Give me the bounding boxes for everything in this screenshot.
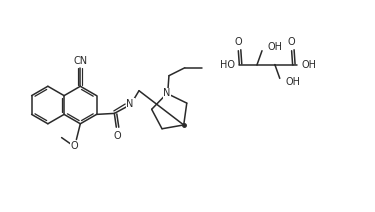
Text: N: N [163, 88, 171, 98]
Text: HO: HO [220, 60, 236, 70]
Text: CN: CN [73, 56, 87, 66]
Text: N: N [126, 99, 134, 109]
Text: OH: OH [302, 60, 316, 70]
Text: O: O [288, 37, 296, 47]
Text: OH: OH [268, 42, 283, 52]
Text: O: O [234, 37, 242, 47]
Text: O: O [114, 131, 122, 141]
Text: O: O [70, 141, 78, 151]
Text: OH: OH [286, 77, 301, 87]
